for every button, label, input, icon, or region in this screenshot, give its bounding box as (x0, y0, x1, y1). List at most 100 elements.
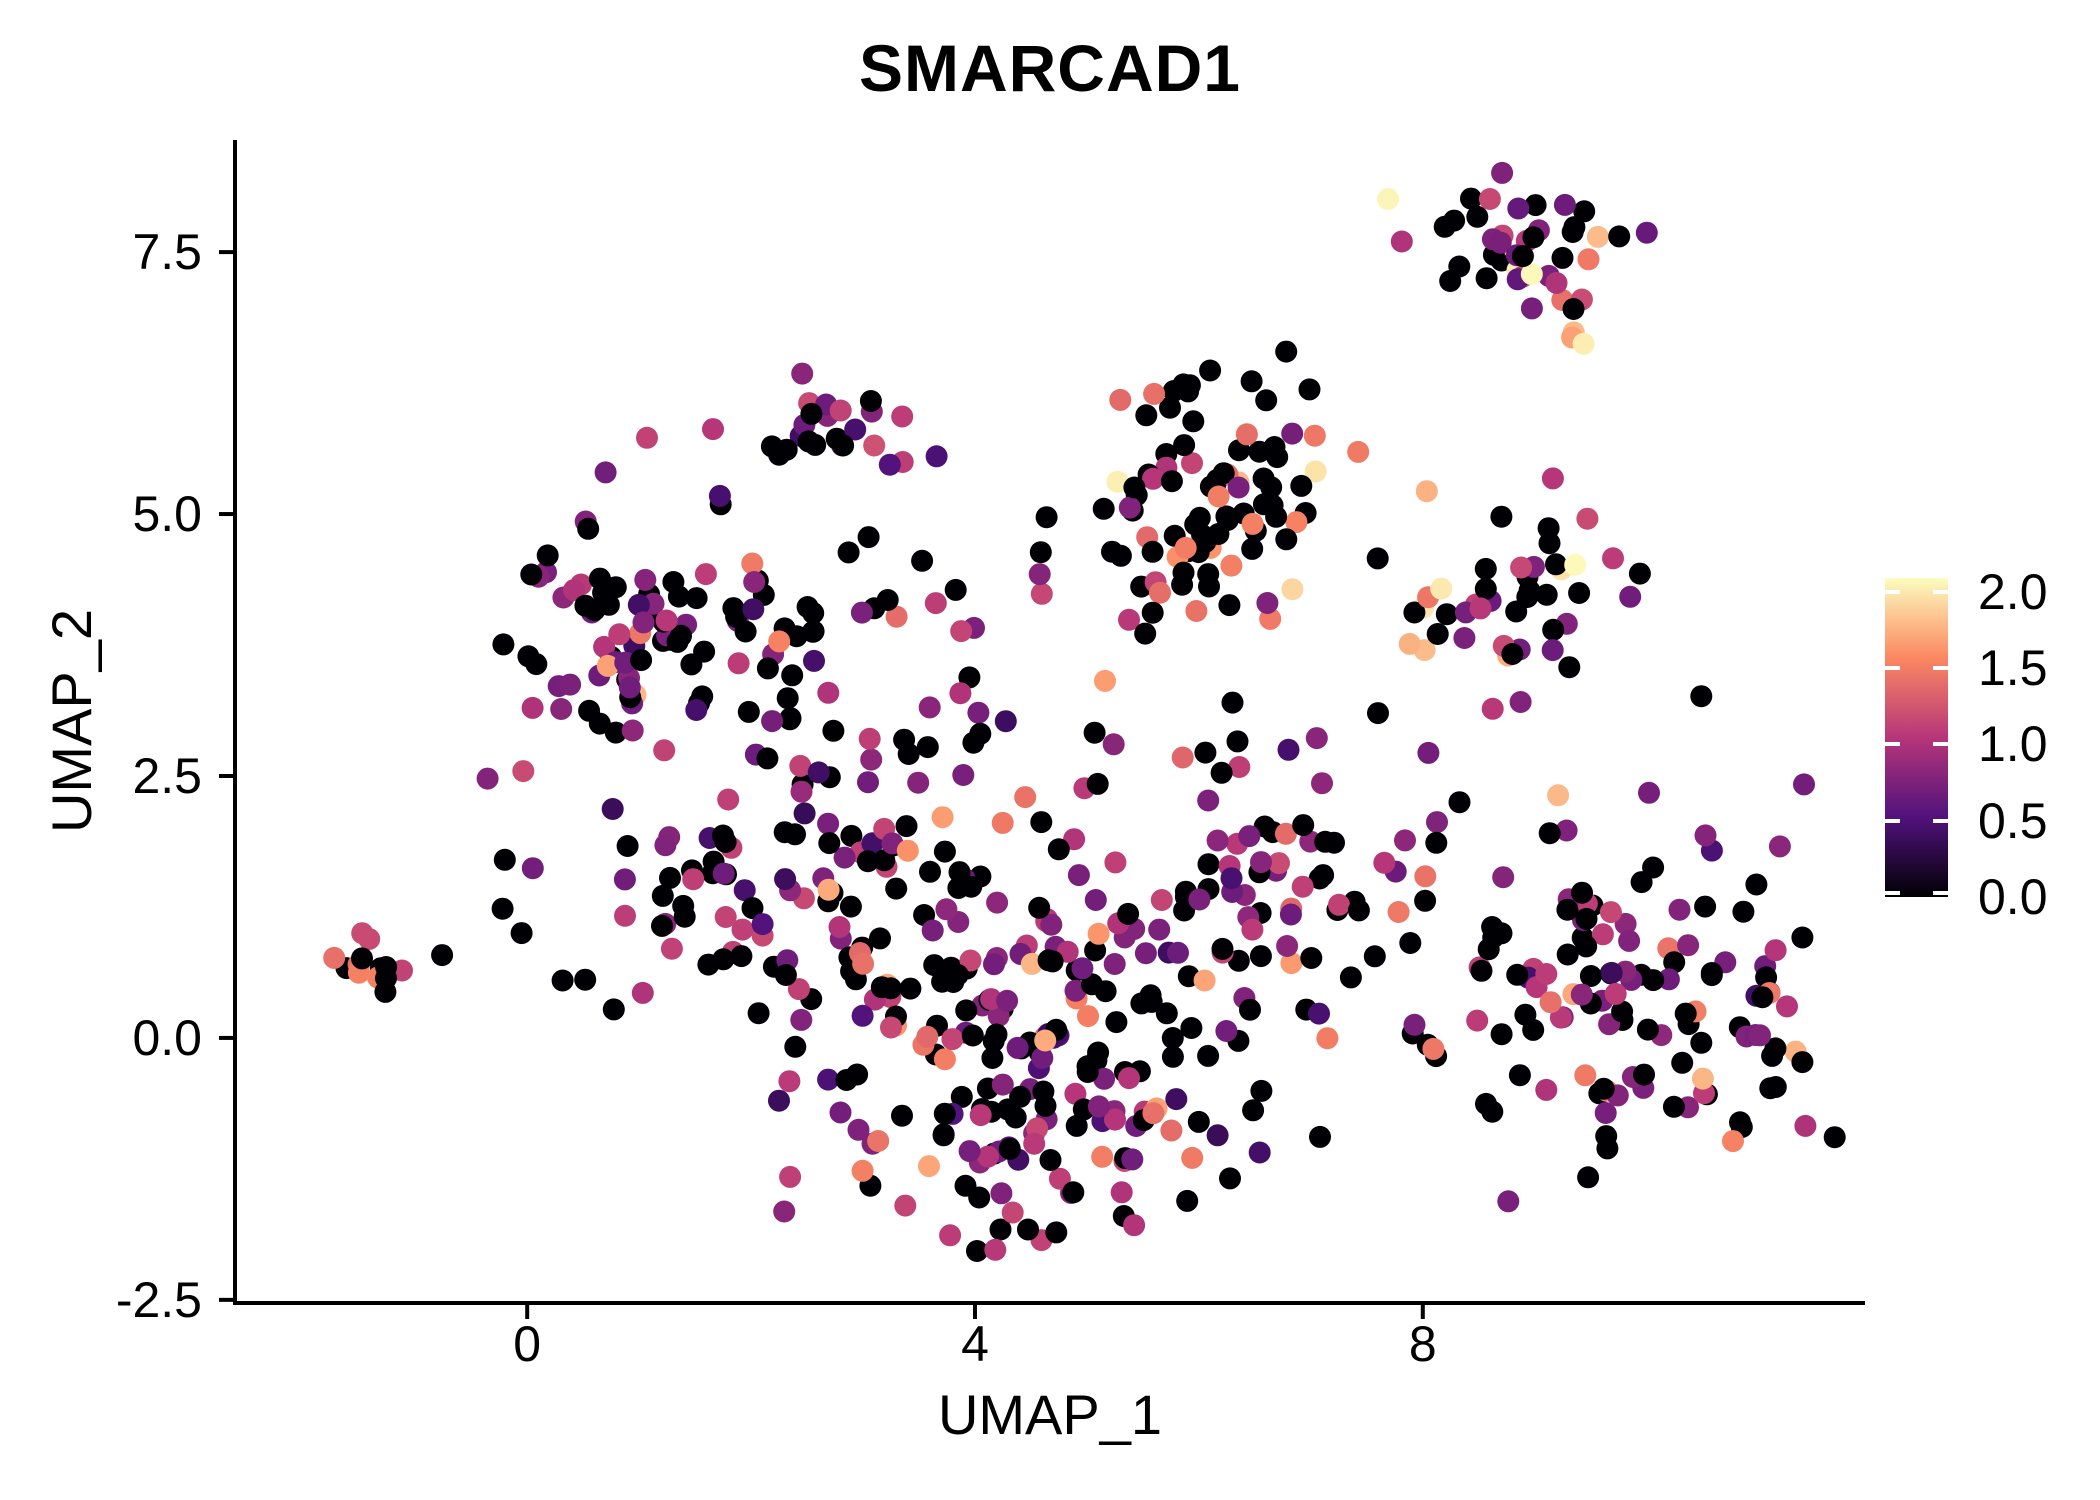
plot-title: SMARCAD1 (858, 31, 1242, 105)
data-point (1545, 553, 1567, 576)
data-point (891, 1104, 913, 1127)
data-point (856, 850, 879, 873)
data-point (1102, 733, 1125, 756)
data-point (942, 966, 965, 989)
colorbar-label-1.5: 1.5 (1978, 640, 2048, 697)
data-point (1520, 297, 1543, 320)
data-point (651, 884, 674, 907)
data-point (1558, 656, 1581, 679)
data-point (911, 549, 934, 572)
data-point (1823, 1126, 1846, 1149)
data-point (1690, 1031, 1713, 1054)
data-point (1210, 761, 1233, 784)
data-point (1206, 829, 1229, 852)
data-point (741, 897, 764, 920)
data-point (1106, 470, 1129, 493)
data-point (1633, 1063, 1655, 1086)
data-point (1398, 632, 1421, 655)
data-point (1275, 340, 1298, 363)
data-point (1280, 952, 1303, 975)
data-point (1403, 1013, 1426, 1036)
data-point (932, 1124, 955, 1147)
data-point (1415, 480, 1438, 503)
data-point (1764, 1037, 1787, 1060)
data-point (682, 868, 705, 891)
data-point (551, 969, 574, 992)
data-point (1155, 1002, 1178, 1025)
data-point (941, 1028, 964, 1051)
data-point (1619, 585, 1642, 608)
data-point (802, 602, 825, 625)
data-point (1553, 193, 1576, 216)
data-point (1256, 592, 1279, 614)
data-point (1478, 188, 1501, 210)
data-point (1511, 245, 1534, 268)
data-point (955, 999, 978, 1022)
data-point (1636, 1018, 1659, 1041)
data-point (1219, 1167, 1241, 1190)
data-point (800, 402, 823, 425)
data-point (1481, 1100, 1504, 1123)
data-point (1020, 952, 1043, 975)
data-point (1045, 1221, 1068, 1244)
data-point (601, 798, 624, 820)
data-point (574, 594, 597, 617)
data-point (1188, 888, 1211, 911)
data-point (817, 812, 840, 835)
data-point (1794, 1114, 1817, 1137)
data-point (1516, 586, 1539, 608)
data-point (760, 435, 783, 458)
data-point (832, 434, 855, 457)
data-point (1570, 983, 1593, 1006)
data-point (1426, 623, 1449, 645)
y-axis-title: UMAP_2 (40, 608, 103, 834)
data-point (1474, 577, 1497, 600)
data-point (1572, 332, 1595, 355)
data-point (1791, 1051, 1814, 1074)
data-point (1592, 1077, 1615, 1100)
data-point (1160, 470, 1183, 493)
data-point (1141, 540, 1164, 563)
colorbar-gradient (1885, 578, 1948, 897)
data-point (921, 919, 944, 942)
data-point (895, 815, 918, 838)
data-point (1118, 1067, 1140, 1090)
data-point (996, 989, 1019, 1012)
data-point (1174, 536, 1197, 559)
data-point (1520, 263, 1543, 286)
data-point (1212, 462, 1235, 485)
data-point (1062, 1181, 1085, 1204)
y-tick-label--2.5: -2.5 (115, 1271, 202, 1328)
data-point (954, 1174, 977, 1197)
data-point (1600, 961, 1623, 984)
data-point (727, 652, 750, 675)
data-point (859, 390, 882, 412)
data-point (510, 922, 533, 945)
data-point (1539, 991, 1562, 1014)
data-point (858, 727, 881, 750)
data-point (899, 977, 922, 1000)
data-point (602, 998, 625, 1021)
data-point (1642, 856, 1665, 879)
data-point (667, 585, 690, 608)
data-point (918, 696, 941, 719)
data-point (1417, 741, 1440, 764)
data-point (1291, 875, 1314, 898)
data-point (1522, 1018, 1545, 1041)
data-point (634, 568, 657, 591)
data-point (1248, 440, 1271, 463)
data-point (1279, 903, 1302, 926)
data-point (878, 453, 901, 476)
data-point (1574, 1064, 1597, 1087)
data-point (807, 761, 830, 784)
data-point (1216, 508, 1239, 531)
colorbar-tick-mark (1933, 742, 1948, 747)
data-point (1555, 819, 1578, 842)
data-point (1311, 772, 1333, 795)
data-point (896, 839, 919, 862)
data-point (1551, 246, 1574, 269)
data-point (1171, 746, 1194, 769)
data-point (756, 747, 779, 770)
data-point (768, 630, 791, 653)
data-point (1197, 789, 1220, 812)
